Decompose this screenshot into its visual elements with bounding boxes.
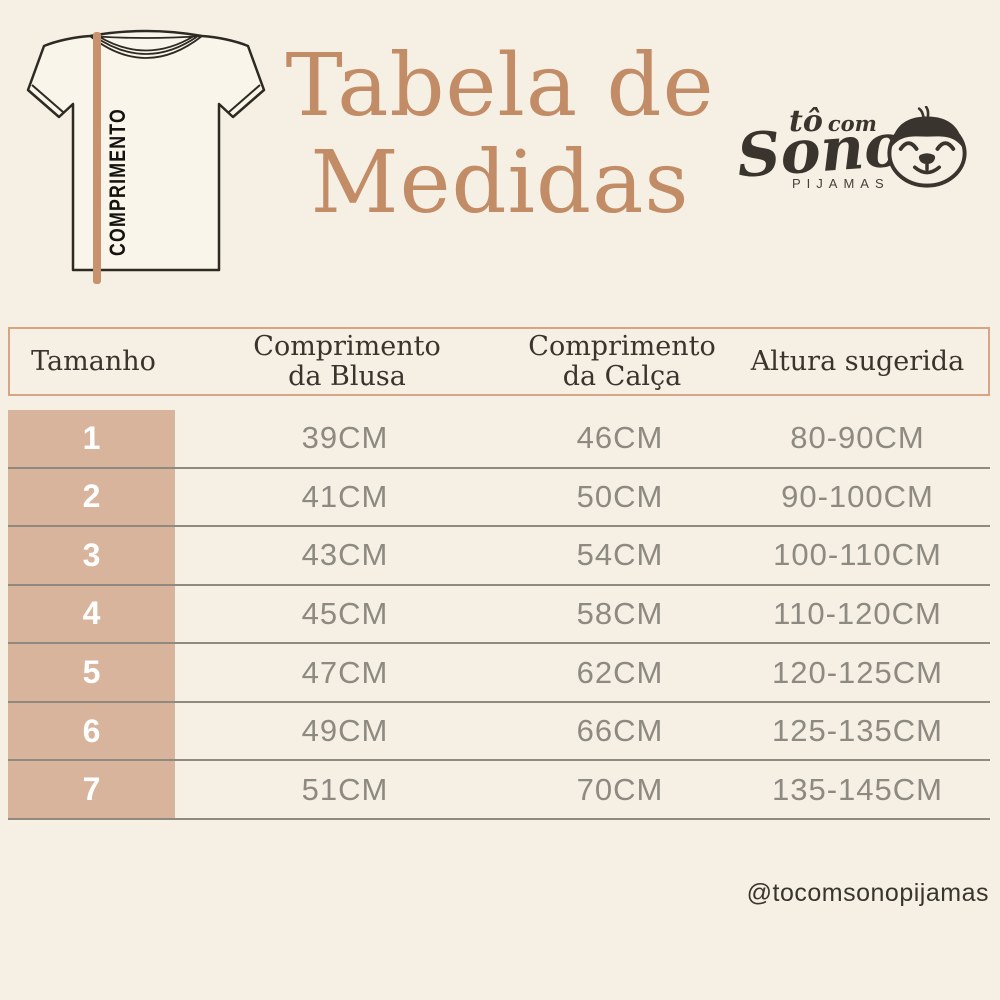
calca-cell: 66CM — [576, 713, 664, 749]
altura-cell: 90-100CM — [781, 478, 934, 514]
table-row: 5 47CM 62CM 120-125CM — [8, 644, 990, 703]
size-cell: 3 — [8, 527, 175, 584]
tshirt-icon: COMPRIMENTO — [26, 29, 266, 284]
size-cell: 4 — [8, 585, 175, 643]
page-title: Tabela de Medidas — [255, 38, 745, 232]
altura-cell: 110-120CM — [773, 595, 942, 631]
altura-cell: 100-110CM — [773, 537, 942, 573]
logo-word-to: tô — [789, 104, 823, 139]
logo-word-com: com — [827, 111, 877, 136]
sloth-face-icon — [887, 106, 967, 188]
table-row: 6 49CM 66CM 125-135CM — [8, 702, 990, 762]
logo-word-pijamas: PIJAMAS — [792, 176, 890, 191]
calca-cell: 58CM — [576, 595, 664, 631]
title-line-1: Tabela de — [285, 36, 715, 136]
brand-logo: tô com Sono PIJAMAS — [735, 100, 992, 205]
blusa-cell: 49CM — [301, 713, 389, 749]
title-line-2: Medidas — [310, 133, 690, 233]
blusa-cell: 45CM — [301, 595, 389, 631]
table-row: 7 51CM 70CM 135-145CM — [8, 761, 990, 820]
size-cell: 7 — [8, 761, 175, 818]
calca-cell: 46CM — [576, 420, 664, 456]
calca-cell: 62CM — [576, 654, 664, 690]
blusa-cell: 47CM — [301, 654, 389, 690]
size-cell: 2 — [8, 468, 175, 526]
table-row: 2 41CM 50CM 90-100CM — [8, 468, 990, 528]
calca-cell: 54CM — [576, 537, 664, 573]
size-cell: 5 — [8, 644, 175, 701]
size-cell: 1 — [8, 410, 175, 467]
col-header-blusa-line2: da Blusa — [288, 360, 406, 392]
table-row: 4 45CM 58CM 110-120CM — [8, 585, 990, 645]
instagram-handle: @tocomsonopijamas — [746, 879, 989, 907]
col-header-blusa: Comprimento da Blusa — [177, 330, 517, 392]
calca-cell: 70CM — [576, 771, 664, 807]
shirt-measure-label: COMPRIMENTO — [105, 108, 130, 256]
col-header-calca-line1: Comprimento — [528, 330, 716, 362]
tshirt-illustration: COMPRIMENTO — [26, 6, 266, 306]
blusa-cell: 51CM — [301, 771, 389, 807]
table-row: 1 39CM 46CM 80-90CM — [8, 410, 990, 469]
blusa-cell: 41CM — [301, 478, 389, 514]
blusa-cell: 43CM — [301, 537, 389, 573]
altura-cell: 125-135CM — [772, 713, 943, 749]
size-table: 1 39CM 46CM 80-90CM 2 41CM 50CM 90-100CM… — [8, 410, 990, 820]
length-measure-stripe — [93, 32, 101, 284]
calca-cell: 50CM — [576, 478, 664, 514]
altura-cell: 135-145CM — [772, 771, 943, 807]
table-row: 3 43CM 54CM 100-110CM — [8, 527, 990, 586]
altura-cell: 120-125CM — [772, 654, 943, 690]
table-header-row: Tamanho Comprimento da Blusa Comprimento… — [8, 327, 990, 396]
blusa-cell: 39CM — [301, 420, 389, 456]
col-header-calca: Comprimento da Calça — [517, 330, 727, 392]
size-cell: 6 — [8, 702, 175, 760]
col-header-altura: Altura sugerida — [750, 345, 965, 377]
logo-tocom-text: tô com — [789, 104, 877, 139]
col-header-blusa-line1: Comprimento — [253, 330, 441, 362]
col-header-tamanho: Tamanho — [31, 345, 156, 377]
altura-cell: 80-90CM — [790, 420, 925, 456]
col-header-calca-line2: da Calça — [562, 360, 682, 392]
